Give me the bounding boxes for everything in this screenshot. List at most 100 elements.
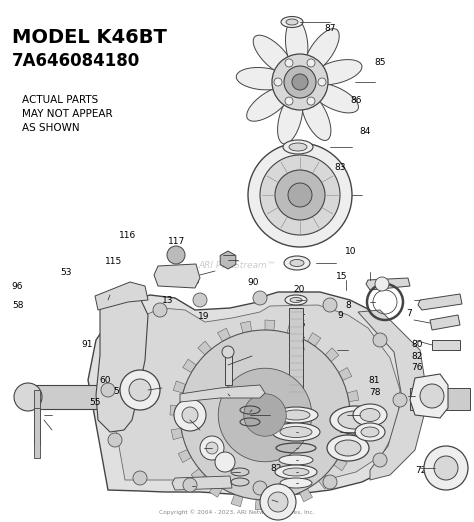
Text: ARI PartStream™: ARI PartStream™ bbox=[198, 260, 276, 269]
Text: Copyright © 2004 - 2023, ARI Network Services, Inc.: Copyright © 2004 - 2023, ARI Network Ser… bbox=[159, 509, 315, 515]
Polygon shape bbox=[410, 374, 448, 418]
Polygon shape bbox=[96, 295, 148, 432]
Ellipse shape bbox=[285, 18, 308, 70]
Polygon shape bbox=[183, 359, 196, 373]
Circle shape bbox=[318, 78, 326, 86]
Circle shape bbox=[248, 143, 352, 247]
Ellipse shape bbox=[281, 17, 303, 28]
Circle shape bbox=[393, 393, 407, 407]
Circle shape bbox=[193, 293, 207, 307]
Polygon shape bbox=[180, 385, 265, 402]
Polygon shape bbox=[198, 341, 211, 355]
Text: 55: 55 bbox=[89, 398, 100, 408]
Polygon shape bbox=[170, 405, 181, 415]
Ellipse shape bbox=[355, 423, 385, 441]
Circle shape bbox=[292, 74, 308, 90]
Polygon shape bbox=[338, 367, 352, 381]
Polygon shape bbox=[334, 457, 347, 471]
Text: 72: 72 bbox=[415, 466, 426, 476]
Ellipse shape bbox=[236, 67, 288, 90]
Text: 53: 53 bbox=[61, 268, 72, 277]
Polygon shape bbox=[173, 381, 186, 393]
Polygon shape bbox=[349, 415, 360, 425]
Polygon shape bbox=[220, 251, 236, 269]
Circle shape bbox=[323, 298, 337, 312]
Text: 19: 19 bbox=[198, 312, 210, 322]
Circle shape bbox=[268, 492, 288, 512]
Text: 85: 85 bbox=[374, 58, 386, 67]
Text: 87: 87 bbox=[325, 24, 336, 33]
Text: 90: 90 bbox=[247, 278, 259, 288]
Bar bbox=[289, 308, 303, 398]
Text: 58: 58 bbox=[12, 301, 23, 310]
Polygon shape bbox=[287, 323, 299, 336]
Ellipse shape bbox=[361, 427, 379, 437]
Ellipse shape bbox=[274, 407, 318, 423]
Text: 7A646084180: 7A646084180 bbox=[12, 52, 140, 70]
Ellipse shape bbox=[289, 143, 307, 151]
Circle shape bbox=[206, 442, 218, 454]
Ellipse shape bbox=[311, 60, 362, 85]
Circle shape bbox=[274, 78, 282, 86]
Circle shape bbox=[174, 399, 206, 431]
Polygon shape bbox=[418, 294, 462, 310]
Circle shape bbox=[253, 291, 267, 305]
Polygon shape bbox=[265, 320, 275, 330]
Text: 78: 78 bbox=[369, 388, 380, 397]
Circle shape bbox=[153, 303, 167, 317]
Circle shape bbox=[424, 446, 468, 490]
Ellipse shape bbox=[278, 93, 303, 144]
Circle shape bbox=[200, 436, 224, 460]
Polygon shape bbox=[231, 494, 243, 507]
Text: 10: 10 bbox=[345, 247, 356, 256]
Circle shape bbox=[133, 471, 147, 485]
Text: 82: 82 bbox=[270, 464, 282, 473]
Circle shape bbox=[375, 277, 389, 291]
Text: 34: 34 bbox=[303, 189, 315, 199]
Bar bbox=[432, 340, 460, 350]
Ellipse shape bbox=[275, 465, 317, 479]
Polygon shape bbox=[278, 497, 290, 509]
Text: 91: 91 bbox=[82, 340, 93, 349]
Ellipse shape bbox=[335, 440, 361, 456]
Circle shape bbox=[218, 368, 312, 462]
Ellipse shape bbox=[285, 295, 307, 305]
Text: 116: 116 bbox=[118, 231, 136, 241]
Polygon shape bbox=[191, 468, 205, 482]
Circle shape bbox=[307, 59, 315, 67]
Text: 15: 15 bbox=[336, 272, 347, 281]
Polygon shape bbox=[255, 500, 265, 510]
Circle shape bbox=[129, 379, 151, 401]
Polygon shape bbox=[154, 264, 200, 288]
Polygon shape bbox=[178, 449, 191, 462]
Circle shape bbox=[323, 475, 337, 489]
Circle shape bbox=[101, 383, 115, 397]
Text: 34: 34 bbox=[294, 309, 305, 318]
Text: 35: 35 bbox=[294, 320, 305, 329]
Bar bbox=[225, 355, 232, 385]
Polygon shape bbox=[95, 282, 148, 310]
Text: 72: 72 bbox=[100, 293, 111, 302]
Text: 80: 80 bbox=[411, 340, 423, 349]
Polygon shape bbox=[344, 437, 357, 449]
Text: 59: 59 bbox=[114, 387, 125, 396]
Ellipse shape bbox=[253, 35, 293, 75]
Text: AS SHOWN: AS SHOWN bbox=[22, 123, 80, 133]
Polygon shape bbox=[300, 489, 312, 502]
Circle shape bbox=[307, 97, 315, 105]
Circle shape bbox=[373, 453, 387, 467]
Text: 84: 84 bbox=[359, 127, 371, 136]
Circle shape bbox=[288, 183, 312, 207]
Text: 76: 76 bbox=[411, 363, 423, 372]
Polygon shape bbox=[308, 333, 321, 346]
Circle shape bbox=[183, 478, 197, 492]
Ellipse shape bbox=[246, 86, 291, 121]
Polygon shape bbox=[347, 390, 359, 402]
Text: 33: 33 bbox=[302, 226, 314, 235]
Polygon shape bbox=[218, 328, 230, 341]
Ellipse shape bbox=[284, 256, 310, 270]
Polygon shape bbox=[209, 484, 222, 497]
Polygon shape bbox=[366, 278, 410, 290]
Bar bbox=[410, 388, 470, 410]
Circle shape bbox=[272, 54, 328, 110]
